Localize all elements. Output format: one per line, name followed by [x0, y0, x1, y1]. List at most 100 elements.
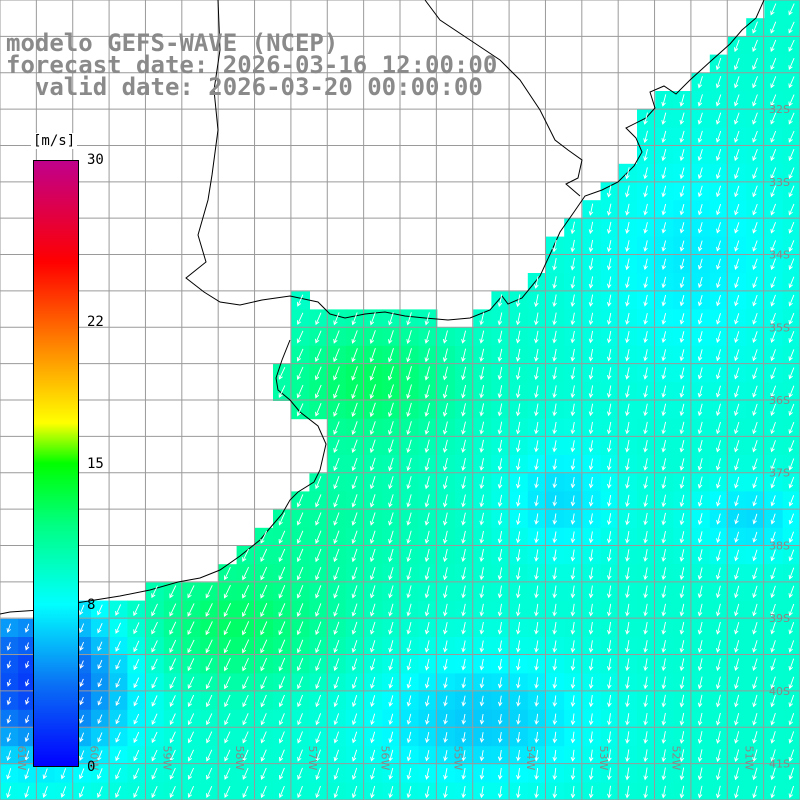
wind-arrow — [406, 567, 412, 581]
wind-arrow — [388, 457, 394, 472]
wind-arrow — [223, 657, 231, 672]
wind-arrow — [716, 495, 721, 507]
wind-arrow — [625, 785, 630, 799]
wind-arrow — [661, 203, 667, 216]
wind-arrow — [788, 440, 795, 453]
wind-arrow — [570, 367, 576, 380]
wind-arrow — [679, 258, 685, 270]
wind-arrow — [6, 678, 12, 687]
wind-arrow — [242, 749, 249, 762]
wind-arrow — [406, 494, 412, 508]
wind-arrow — [752, 385, 758, 398]
wind-arrow — [333, 476, 340, 490]
wind-arrow — [133, 640, 140, 653]
longitude-label: 57W — [306, 746, 319, 771]
wind-arrow — [461, 603, 466, 617]
wind-arrow — [643, 440, 648, 453]
wind-arrow — [497, 585, 503, 599]
colorbar-tick-label: 0 — [87, 759, 96, 775]
wind-arrow — [296, 348, 304, 362]
wind-arrow — [588, 476, 594, 489]
wind-arrow — [241, 621, 250, 636]
wind-arrow — [661, 240, 667, 252]
wind-arrow — [79, 623, 85, 634]
wind-arrow — [661, 640, 667, 653]
wind-arrow — [223, 567, 231, 581]
wind-arrow — [369, 494, 376, 508]
wind-arrow — [697, 585, 703, 599]
latitude-labels: 32S 33S 34S 35S 36S 37S 38S 39S 40S 41S — [769, 103, 790, 771]
wind-arrow — [406, 421, 412, 435]
wind-arrow — [625, 276, 630, 289]
wind-arrow — [369, 402, 376, 418]
wind-arrow — [752, 185, 758, 198]
wind-arrow — [479, 312, 485, 326]
wind-arrow — [406, 366, 412, 381]
wind-arrow — [716, 294, 721, 307]
wind-arrow — [588, 349, 594, 362]
wind-arrow — [606, 603, 612, 617]
longitude-label: 60W — [88, 746, 101, 771]
wind-arrow — [715, 640, 721, 653]
latitude-label: 39S — [769, 612, 790, 625]
wind-arrow — [424, 312, 430, 326]
wind-arrow — [625, 185, 630, 198]
wind-arrow — [752, 167, 758, 180]
wind-arrow — [715, 458, 721, 471]
wind-arrow — [515, 330, 521, 344]
wind-arrow — [479, 786, 485, 799]
wind-arrow — [752, 240, 758, 252]
wind-arrow — [643, 567, 648, 581]
wind-arrow — [534, 312, 539, 326]
wind-arrow — [643, 512, 648, 526]
wind-arrow — [497, 603, 503, 617]
wind-arrow — [570, 640, 576, 653]
wind-arrow — [679, 494, 685, 508]
wind-arrow — [625, 221, 630, 234]
wind-arrow — [187, 639, 195, 654]
wind-arrow — [479, 658, 485, 671]
wind-arrow — [661, 621, 667, 635]
wind-arrow — [770, 203, 777, 216]
wind-arrow — [443, 622, 448, 635]
wind-arrow — [679, 512, 685, 526]
wind-arrow — [388, 494, 394, 508]
wind-arrow — [788, 294, 795, 307]
wind-arrow — [552, 549, 558, 562]
wind-arrow — [206, 767, 213, 780]
wind-arrow — [697, 149, 703, 162]
wind-arrow — [588, 767, 594, 781]
wind-arrow — [479, 732, 485, 743]
wind-arrow — [715, 167, 722, 180]
wind-arrow — [278, 694, 285, 708]
wind-arrow — [643, 148, 648, 162]
wind-arrow — [734, 621, 740, 635]
wind-arrow — [552, 767, 558, 781]
wind-arrow — [479, 512, 485, 526]
wind-arrow — [479, 713, 485, 725]
wind-arrow — [314, 348, 322, 363]
wind-arrow — [424, 658, 430, 671]
wind-arrow — [770, 222, 777, 234]
wind-arrow — [788, 385, 795, 398]
wind-arrow — [260, 694, 267, 708]
wind-arrow — [588, 513, 594, 525]
wind-arrow — [370, 731, 376, 744]
wind-arrow — [715, 767, 721, 781]
wind-arrow — [734, 440, 740, 453]
wind-arrow — [588, 603, 594, 617]
wind-arrow — [315, 731, 322, 744]
wind-arrow — [315, 585, 322, 599]
wind-arrow — [169, 658, 177, 671]
model-title: modelo GEFS-WAVE (NCEP) — [6, 29, 339, 57]
wind-arrow — [661, 567, 667, 581]
wind-arrow — [697, 458, 703, 471]
wind-arrow — [697, 349, 703, 362]
wind-arrow — [296, 530, 304, 544]
wind-arrow — [442, 476, 448, 490]
wind-arrow — [752, 767, 758, 781]
wind-arrow — [315, 676, 322, 690]
wind-arrow — [242, 694, 249, 708]
wind-arrow — [643, 458, 648, 471]
